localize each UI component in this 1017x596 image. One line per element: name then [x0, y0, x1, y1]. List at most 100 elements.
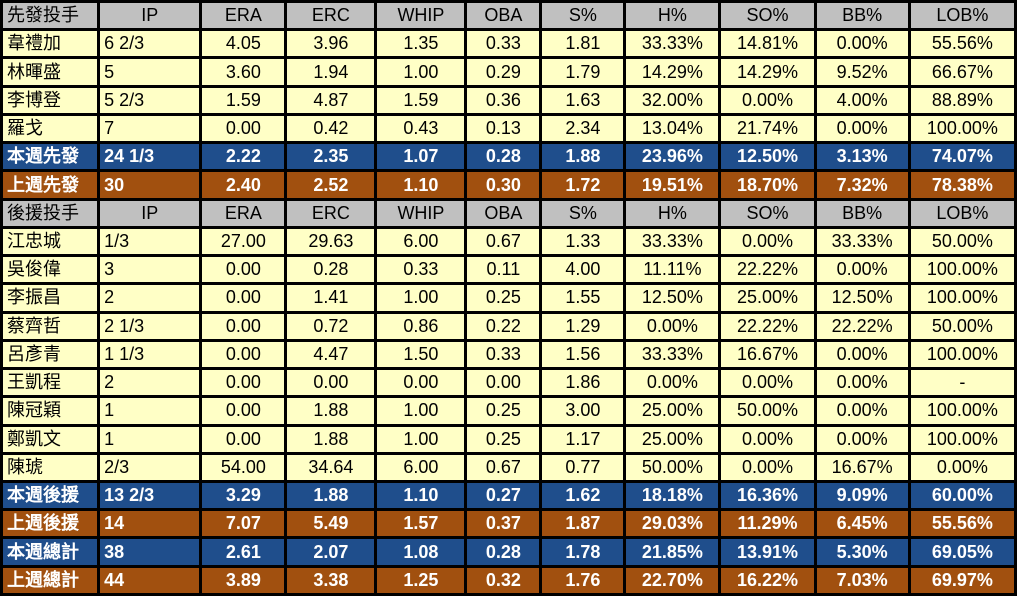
stat-cell: 0.00% [816, 257, 908, 283]
stat-cell: 3.96 [287, 31, 375, 57]
player-name: 吳俊偉 [3, 257, 98, 283]
stat-cell: 1.63 [542, 87, 624, 113]
stat-cell: 0.00% [721, 426, 814, 452]
section-title: 後援投手 [3, 200, 98, 226]
section-title: 先發投手 [3, 3, 98, 29]
stat-cell: 1.88 [287, 426, 375, 452]
player-row: 林暉盛 5 3.60 1.94 1.00 0.29 1.79 14.29% 14.29% 9.52… [3, 59, 1014, 85]
stat-cell: 0.00 [202, 115, 285, 142]
stat-cell: 0.72 [287, 313, 375, 339]
player-name: 呂彥青 [3, 341, 98, 368]
summary-stat: 78.38% [910, 172, 1014, 198]
stat-cell: 1.00 [377, 285, 465, 311]
stat-cell: 4.00% [816, 87, 908, 113]
stat-cell: 25.00% [626, 426, 719, 452]
summary-stat: 2.40 [202, 172, 285, 198]
player-name: 陳琥 [3, 454, 98, 480]
stat-cell: 50.00% [721, 398, 814, 424]
stat-cell: 22.22% [816, 313, 908, 339]
summary-row: 上週後援 14 7.07 5.49 1.57 0.37 1.87 29.03% 11.29% 6.… [3, 511, 1014, 537]
summary-row: 本週總計 38 2.61 2.07 1.08 0.28 1.78 21.85% 13.91% 5.… [3, 539, 1014, 565]
summary-label: 上週後援 [3, 511, 98, 537]
stat-cell: 4.87 [287, 87, 375, 113]
column-header: H% [626, 200, 719, 226]
stat-cell: 0.43 [377, 115, 465, 142]
summary-stat: 0.30 [467, 172, 540, 198]
summary-label: 本週總計 [3, 539, 98, 565]
stat-cell: 1.59 [377, 87, 465, 113]
summary-stat: 2.35 [287, 144, 375, 170]
stat-cell: 0.00 [202, 426, 285, 452]
summary-stat: 29.03% [626, 511, 719, 537]
player-row: 吳俊偉 3 0.00 0.28 0.33 0.11 4.00 11.11% 22.22% 0.00… [3, 257, 1014, 283]
player-row: 鄭凱文 1 0.00 1.88 1.00 0.25 1.17 25.00% 0.00% 0.00%… [3, 426, 1014, 452]
stat-cell: 50.00% [626, 454, 719, 480]
summary-stat: 1.88 [542, 144, 624, 170]
stat-cell: 3.00 [542, 398, 624, 424]
player-row: 呂彥青 1 1/3 0.00 4.47 1.50 0.33 1.56 33.33% 16.67%… [3, 341, 1014, 368]
summary-stat: 1.25 [377, 567, 465, 593]
stat-cell: 12.50% [816, 285, 908, 311]
stat-cell: 0.22 [467, 313, 540, 339]
stat-cell: 0.00% [721, 370, 814, 396]
stat-cell: 25.00% [626, 398, 719, 424]
stat-cell: 66.67% [910, 59, 1014, 85]
stat-cell: 4.05 [202, 31, 285, 57]
player-name: 李博登 [3, 87, 98, 113]
column-header: WHIP [377, 3, 465, 29]
summary-stat: 0.32 [467, 567, 540, 593]
summary-stat: 3.13% [816, 144, 908, 170]
summary-stat: 6.45% [816, 511, 908, 537]
stat-cell: 100.00% [910, 115, 1014, 142]
stat-cell: 0.00 [202, 370, 285, 396]
stat-cell: 2 [100, 370, 200, 396]
summary-stat: 2.52 [287, 172, 375, 198]
summary-stat: 60.00% [910, 482, 1014, 509]
summary-stat: 2.07 [287, 539, 375, 565]
summary-stat: 22.70% [626, 567, 719, 593]
stat-cell: 100.00% [910, 398, 1014, 424]
player-name: 陳冠穎 [3, 398, 98, 424]
player-name: 林暉盛 [3, 59, 98, 85]
summary-stat: 24 1/3 [100, 144, 200, 170]
player-row: 蔡齊哲 2 1/3 0.00 0.72 0.86 0.22 1.29 0.00% 22.22% 2… [3, 313, 1014, 339]
table-body: 先發投手 IP ERA ERC WHIP OBA S% H% SO% BB% LOB% 韋禮加 6 2/… [3, 3, 1014, 593]
stat-cell: 0.67 [467, 454, 540, 480]
stat-cell: 0.33 [467, 31, 540, 57]
summary-stat: 69.97% [910, 567, 1014, 593]
stat-cell: 0.67 [467, 228, 540, 255]
summary-stat: 9.09% [816, 482, 908, 509]
summary-label: 上週先發 [3, 172, 98, 198]
stat-cell: 2/3 [100, 454, 200, 480]
stat-cell: 7 [100, 115, 200, 142]
stat-cell: 0.00% [816, 31, 908, 57]
summary-stat: 1.10 [377, 172, 465, 198]
stat-cell: 1.55 [542, 285, 624, 311]
summary-stat: 2.61 [202, 539, 285, 565]
stat-cell: 1.17 [542, 426, 624, 452]
stat-cell: 0.29 [467, 59, 540, 85]
stat-cell: 1.33 [542, 228, 624, 255]
stat-cell: 5 2/3 [100, 87, 200, 113]
summary-stat: 74.07% [910, 144, 1014, 170]
column-header: H% [626, 3, 719, 29]
summary-stat: 0.37 [467, 511, 540, 537]
player-row: 李博登 5 2/3 1.59 4.87 1.59 0.36 1.63 32.00% 0.00% 4… [3, 87, 1014, 113]
summary-stat: 7.07 [202, 511, 285, 537]
summary-stat: 1.10 [377, 482, 465, 509]
summary-stat: 18.70% [721, 172, 814, 198]
player-row: 王凱程 2 0.00 0.00 0.00 0.00 1.86 0.00% 0.00% 0.00% - [3, 370, 1014, 396]
stat-cell: 9.52% [816, 59, 908, 85]
summary-stat: 1.76 [542, 567, 624, 593]
summary-stat: 1.62 [542, 482, 624, 509]
stat-cell: 0.42 [287, 115, 375, 142]
stat-cell: 0.00 [202, 257, 285, 283]
stat-cell: 0.00% [626, 313, 719, 339]
stat-cell: 14.29% [626, 59, 719, 85]
summary-stat: 55.56% [910, 511, 1014, 537]
stat-cell: 0.00% [910, 454, 1014, 480]
stat-cell: 1.41 [287, 285, 375, 311]
stat-cell: 100.00% [910, 285, 1014, 311]
stat-cell: 0.00% [721, 454, 814, 480]
stat-cell: 1.00 [377, 398, 465, 424]
